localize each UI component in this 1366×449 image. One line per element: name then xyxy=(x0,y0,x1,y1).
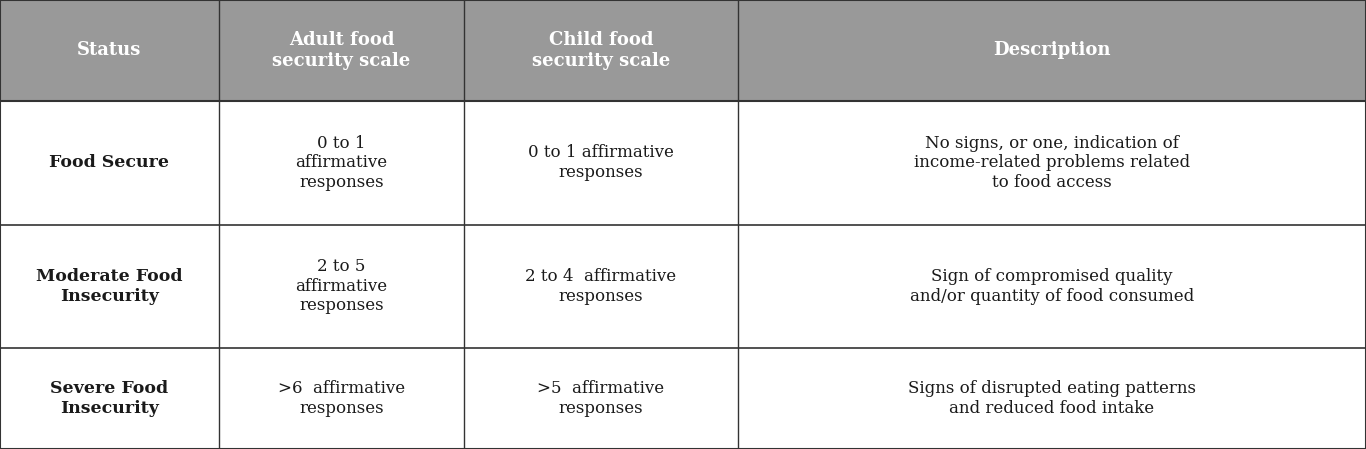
Text: Severe Food
Insecurity: Severe Food Insecurity xyxy=(51,380,168,417)
Bar xyxy=(464,101,738,224)
Bar xyxy=(0,348,219,449)
Text: 0 to 1
affirmative
responses: 0 to 1 affirmative responses xyxy=(295,135,388,191)
Text: >6  affirmative
responses: >6 affirmative responses xyxy=(277,380,406,417)
Bar xyxy=(219,224,464,348)
Text: Signs of disrupted eating patterns
and reduced food intake: Signs of disrupted eating patterns and r… xyxy=(908,380,1195,417)
Text: 2 to 4  affirmative
responses: 2 to 4 affirmative responses xyxy=(526,268,676,305)
Bar xyxy=(738,101,1366,224)
Text: 0 to 1 affirmative
responses: 0 to 1 affirmative responses xyxy=(529,144,673,181)
Text: Child food
security scale: Child food security scale xyxy=(531,31,671,70)
Text: Status: Status xyxy=(76,41,142,59)
Text: Description: Description xyxy=(993,41,1111,59)
Bar xyxy=(738,0,1366,101)
Text: Moderate Food
Insecurity: Moderate Food Insecurity xyxy=(36,268,183,305)
Bar xyxy=(738,224,1366,348)
Text: Adult food
security scale: Adult food security scale xyxy=(272,31,411,70)
Text: Food Secure: Food Secure xyxy=(49,154,169,171)
Text: No signs, or one, indication of
income-related problems related
to food access: No signs, or one, indication of income-r… xyxy=(914,135,1190,191)
Bar xyxy=(738,348,1366,449)
Text: >5  affirmative
responses: >5 affirmative responses xyxy=(537,380,665,417)
Bar xyxy=(464,224,738,348)
Bar xyxy=(219,0,464,101)
Text: Sign of compromised quality
and/or quantity of food consumed: Sign of compromised quality and/or quant… xyxy=(910,268,1194,305)
Bar xyxy=(0,224,219,348)
Bar xyxy=(219,101,464,224)
Bar xyxy=(464,348,738,449)
Bar xyxy=(464,0,738,101)
Text: 2 to 5
affirmative
responses: 2 to 5 affirmative responses xyxy=(295,258,388,314)
Bar xyxy=(0,0,219,101)
Bar xyxy=(219,348,464,449)
Bar xyxy=(0,101,219,224)
